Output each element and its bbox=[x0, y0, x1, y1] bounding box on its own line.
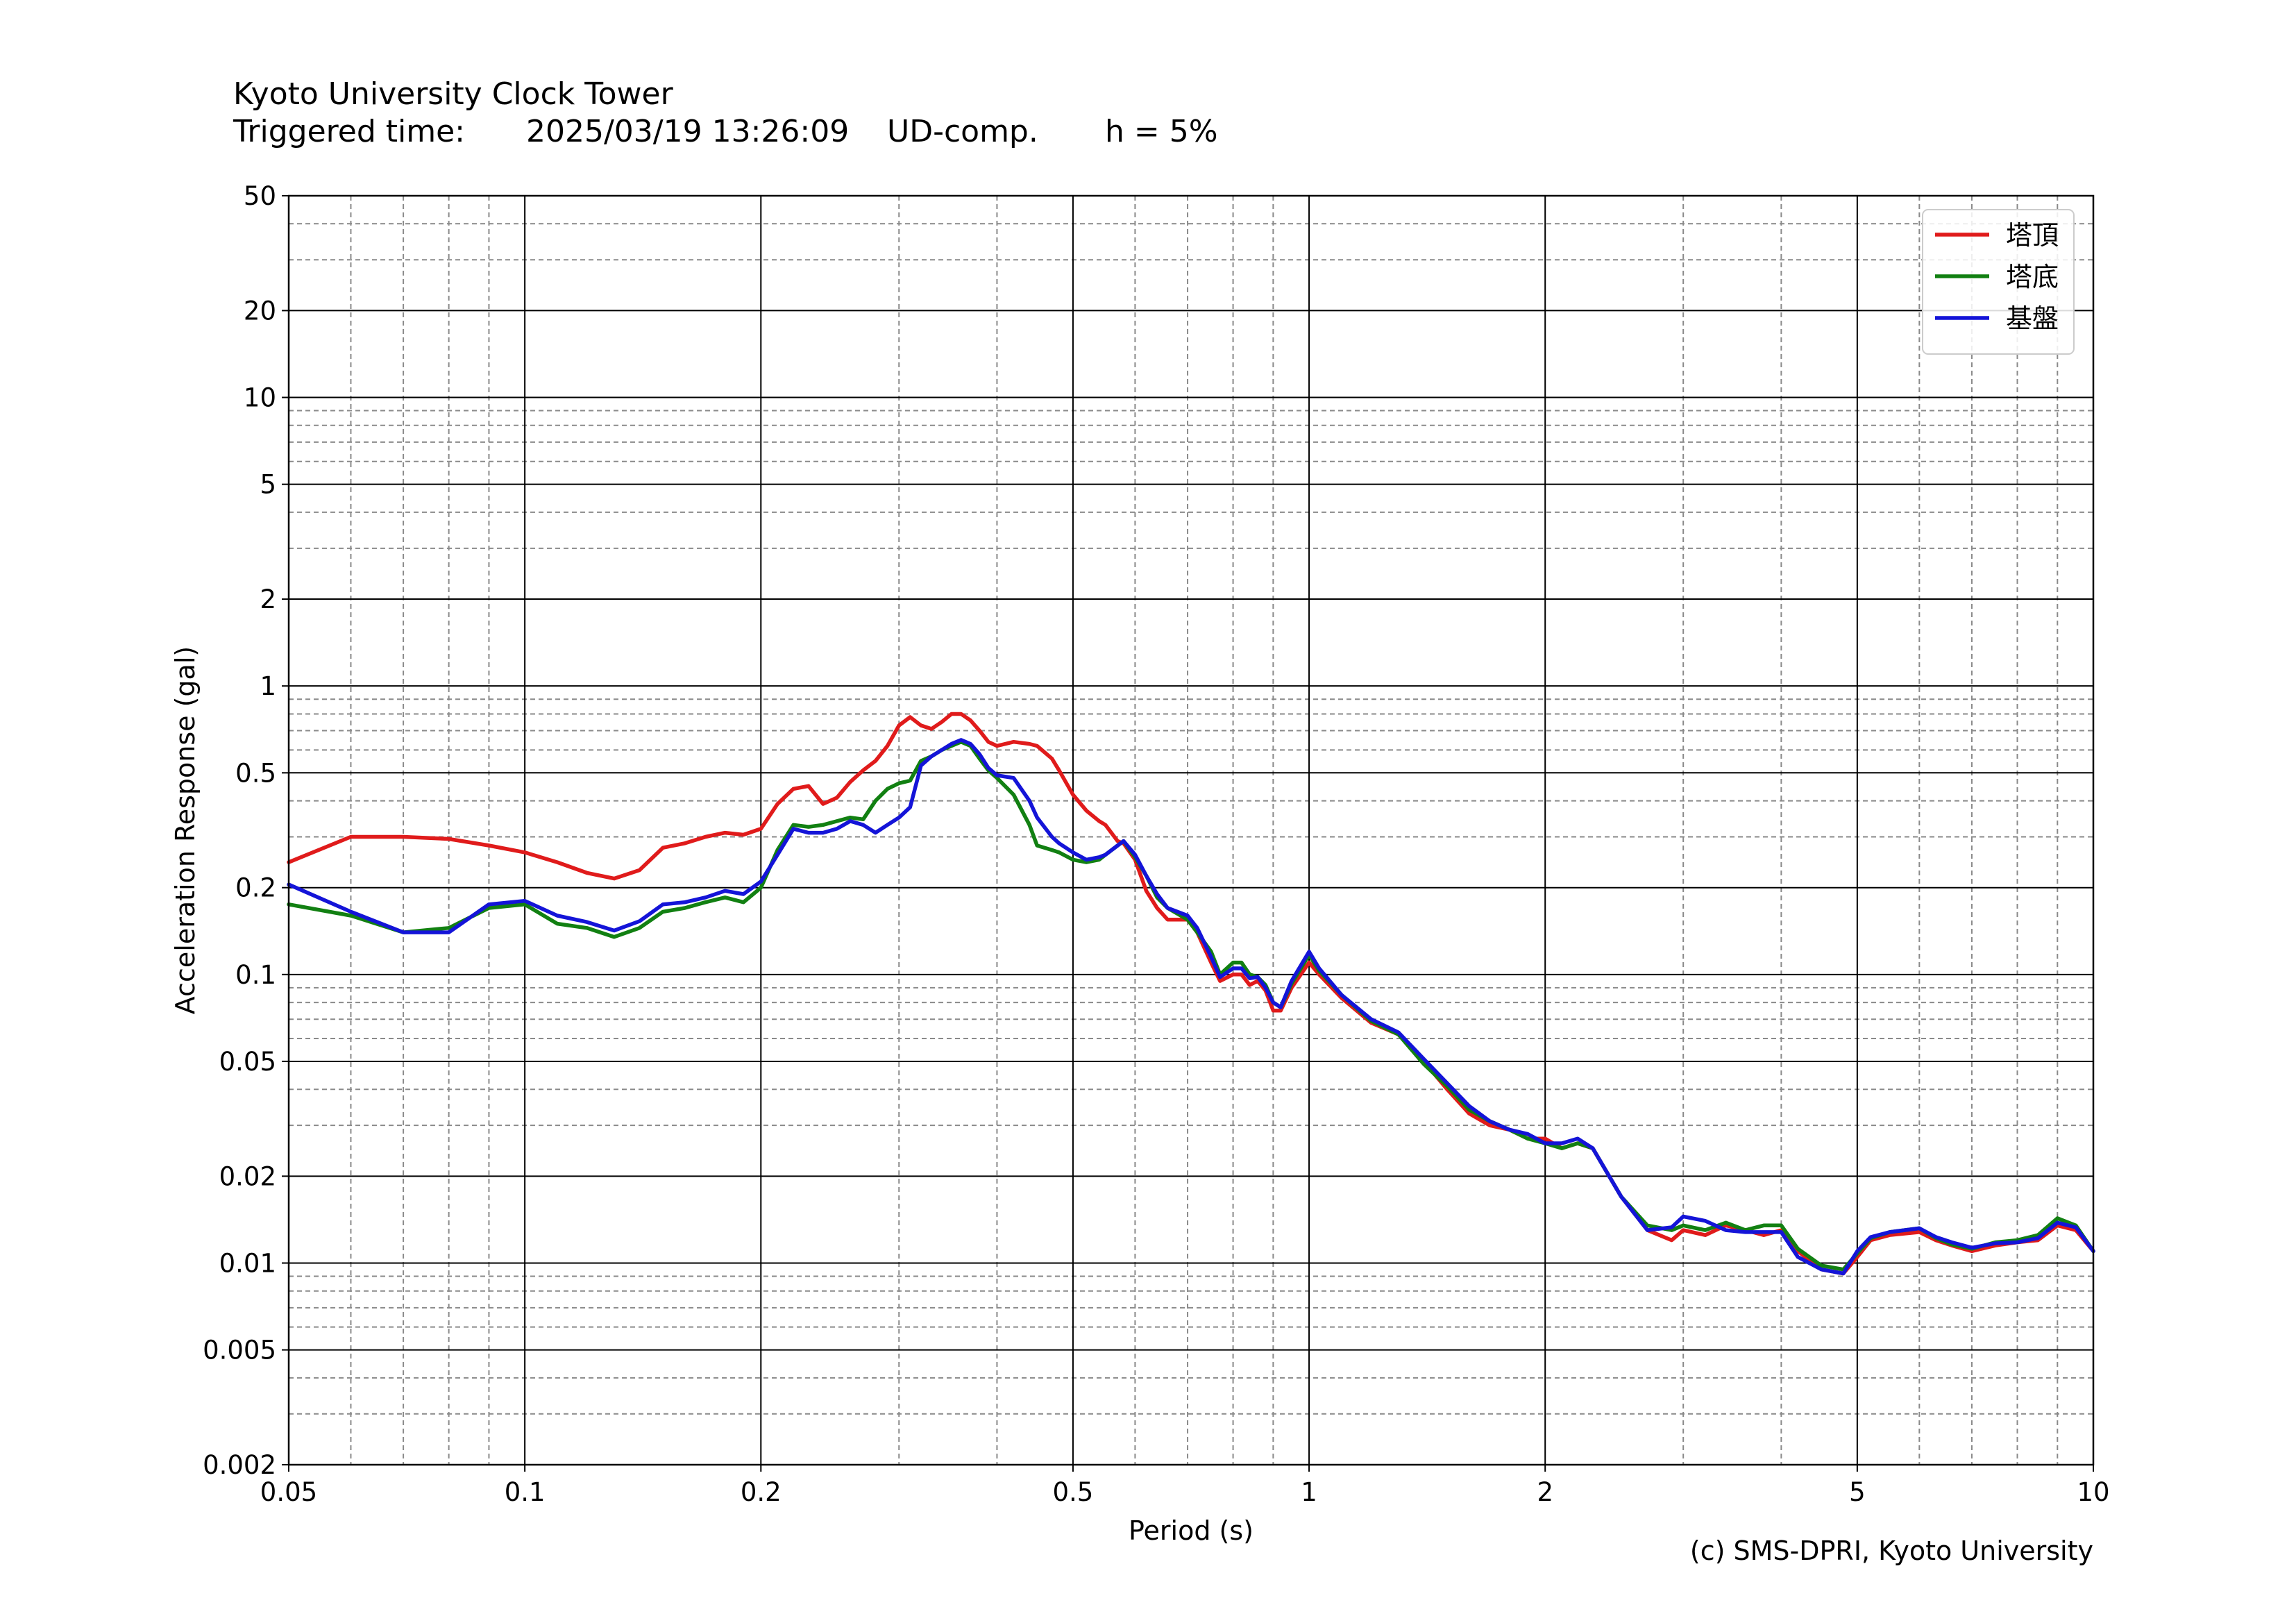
y-tick-label: 0.005 bbox=[203, 1336, 276, 1365]
x-axis-ticks: 0.05 0.1 0.2 0.5 1 2 5 10 bbox=[260, 1465, 2110, 1507]
y-tick-label: 0.01 bbox=[219, 1248, 276, 1278]
x-tick-label: 5 bbox=[1849, 1477, 1866, 1507]
y-tick-label: 20 bbox=[244, 296, 276, 326]
x-tick-label: 0.1 bbox=[505, 1477, 546, 1507]
x-axis-label: Period (s) bbox=[1129, 1515, 1253, 1546]
y-tick-label: 1 bbox=[260, 671, 276, 701]
y-tick-label: 0.1 bbox=[235, 960, 276, 990]
legend-label: 塔頂 bbox=[2006, 220, 2059, 251]
y-tick-label: 0.002 bbox=[203, 1450, 276, 1480]
x-tick-label: 0.5 bbox=[1053, 1477, 1094, 1507]
plot-frame bbox=[287, 194, 2095, 1466]
x-tick-label: 0.2 bbox=[741, 1477, 782, 1507]
y-tick-label: 5 bbox=[260, 470, 276, 500]
y-axis-ticks: 0.002 0.005 0.01 0.02 0.05 0.1 0.2 0.5 1 2 5 10 20 50 bbox=[203, 181, 289, 1480]
x-tick-label: 10 bbox=[2077, 1477, 2109, 1507]
trigger-time: 2025/03/19 13:26:09 bbox=[526, 114, 850, 149]
station-name: Kyoto University Clock Tower bbox=[233, 76, 673, 112]
series-line-2 bbox=[287, 739, 2095, 1272]
series-layer bbox=[287, 712, 2095, 1276]
y-tick-label: 0.02 bbox=[219, 1161, 276, 1191]
legend-label: 塔底 bbox=[2006, 262, 2059, 292]
major-grid bbox=[289, 196, 2093, 1465]
credit-text: (c) SMS-DPRI, Kyoto University bbox=[1689, 1536, 2093, 1566]
y-tick-label: 2 bbox=[260, 585, 276, 614]
legend-label: 基盤 bbox=[2006, 303, 2059, 334]
damping-label: h = 5% bbox=[1105, 114, 1218, 149]
y-tick-label: 0.2 bbox=[235, 873, 276, 903]
component-label: UD-comp. bbox=[887, 114, 1038, 149]
y-tick-label: 50 bbox=[244, 181, 276, 211]
x-tick-label: 0.05 bbox=[260, 1477, 317, 1507]
y-axis-label: Acceleration Response (gal) bbox=[170, 646, 201, 1014]
x-tick-label: 2 bbox=[1537, 1477, 1553, 1507]
y-tick-label: 0.05 bbox=[219, 1047, 276, 1077]
x-tick-label: 1 bbox=[1301, 1477, 1317, 1507]
y-tick-label: 0.5 bbox=[235, 758, 276, 788]
series-line-1 bbox=[287, 712, 2095, 1276]
series-line-3 bbox=[287, 738, 2095, 1276]
y-tick-label: 10 bbox=[244, 383, 276, 413]
trigger-label: Triggered time: bbox=[233, 114, 465, 149]
minor-grid bbox=[289, 196, 2093, 1465]
